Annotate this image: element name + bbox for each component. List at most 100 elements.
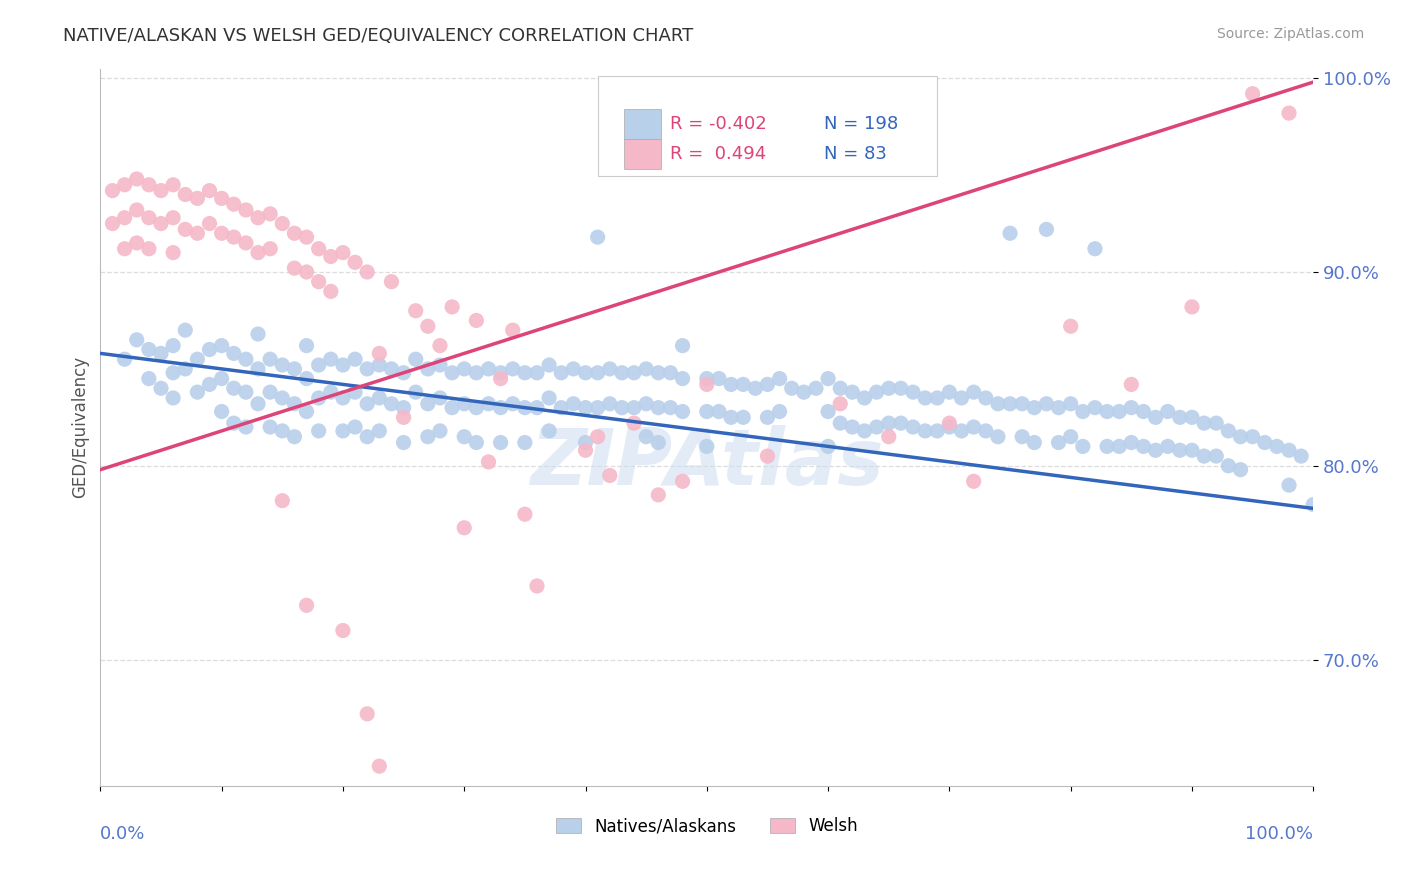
Point <box>429 358 451 372</box>
Point <box>308 358 330 372</box>
Point <box>1144 443 1167 458</box>
Point <box>1229 463 1251 477</box>
Point <box>441 300 464 314</box>
Point <box>211 226 233 240</box>
Point <box>865 420 887 434</box>
Point <box>756 377 779 392</box>
Point <box>659 366 682 380</box>
Point <box>1024 401 1046 415</box>
Point <box>502 362 524 376</box>
Point <box>1278 106 1301 120</box>
Point <box>647 435 669 450</box>
Point <box>1289 449 1312 463</box>
Point <box>465 313 488 327</box>
Point <box>562 362 585 376</box>
Point <box>332 391 354 405</box>
Point <box>599 362 621 376</box>
Text: ZIPAtlas: ZIPAtlas <box>530 425 883 501</box>
Point <box>756 449 779 463</box>
Point <box>429 338 451 352</box>
Point <box>125 172 148 186</box>
Point <box>174 222 197 236</box>
Point <box>1241 87 1264 101</box>
Point <box>1047 401 1070 415</box>
Point <box>696 371 718 385</box>
Point <box>562 397 585 411</box>
Point <box>162 178 184 192</box>
Point <box>198 184 221 198</box>
Point <box>671 404 693 418</box>
Point <box>477 455 499 469</box>
Point <box>259 385 281 400</box>
Point <box>1302 498 1324 512</box>
Point <box>574 443 596 458</box>
Point <box>817 371 839 385</box>
Point <box>101 184 124 198</box>
Point <box>138 211 160 225</box>
Point <box>295 265 318 279</box>
Point <box>768 371 790 385</box>
Point <box>162 391 184 405</box>
Point <box>392 410 415 425</box>
Point <box>344 420 367 434</box>
Point <box>1254 435 1277 450</box>
Point <box>890 381 912 395</box>
Point <box>308 424 330 438</box>
Point <box>636 362 658 376</box>
Point <box>186 226 208 240</box>
Point <box>817 439 839 453</box>
Point <box>222 381 245 395</box>
Point <box>356 362 378 376</box>
Point <box>114 352 136 367</box>
Point <box>368 346 391 360</box>
Point <box>623 416 645 430</box>
Point <box>162 366 184 380</box>
Point <box>1218 424 1240 438</box>
Point <box>890 416 912 430</box>
Point <box>901 420 924 434</box>
Point <box>380 275 402 289</box>
Point <box>283 226 305 240</box>
Point <box>938 416 960 430</box>
Point <box>938 385 960 400</box>
Point <box>610 366 633 380</box>
Point <box>707 404 730 418</box>
Point <box>696 404 718 418</box>
Point <box>356 706 378 721</box>
Point <box>356 397 378 411</box>
Point <box>1192 416 1215 430</box>
Point <box>586 230 609 244</box>
Point <box>599 468 621 483</box>
Point <box>235 420 257 434</box>
Point <box>1205 416 1227 430</box>
Point <box>938 420 960 434</box>
Point <box>319 385 342 400</box>
Point <box>987 397 1010 411</box>
Point <box>235 202 257 217</box>
Point <box>429 391 451 405</box>
Y-axis label: GED/Equivalency: GED/Equivalency <box>72 356 89 498</box>
Point <box>416 430 439 444</box>
Point <box>817 404 839 418</box>
Point <box>308 391 330 405</box>
Point <box>1218 458 1240 473</box>
Point <box>235 385 257 400</box>
Point <box>211 371 233 385</box>
Point <box>804 381 827 395</box>
Point <box>1229 430 1251 444</box>
Point <box>247 397 270 411</box>
Point <box>1060 397 1083 411</box>
Point <box>780 381 803 395</box>
Point <box>186 385 208 400</box>
Point <box>502 323 524 337</box>
Point <box>477 362 499 376</box>
Point <box>416 319 439 334</box>
Point <box>974 391 997 405</box>
Point <box>963 475 986 489</box>
Point <box>538 424 561 438</box>
Point <box>1121 435 1143 450</box>
Point <box>453 362 475 376</box>
Point <box>659 401 682 415</box>
Point <box>830 381 852 395</box>
Point <box>222 230 245 244</box>
